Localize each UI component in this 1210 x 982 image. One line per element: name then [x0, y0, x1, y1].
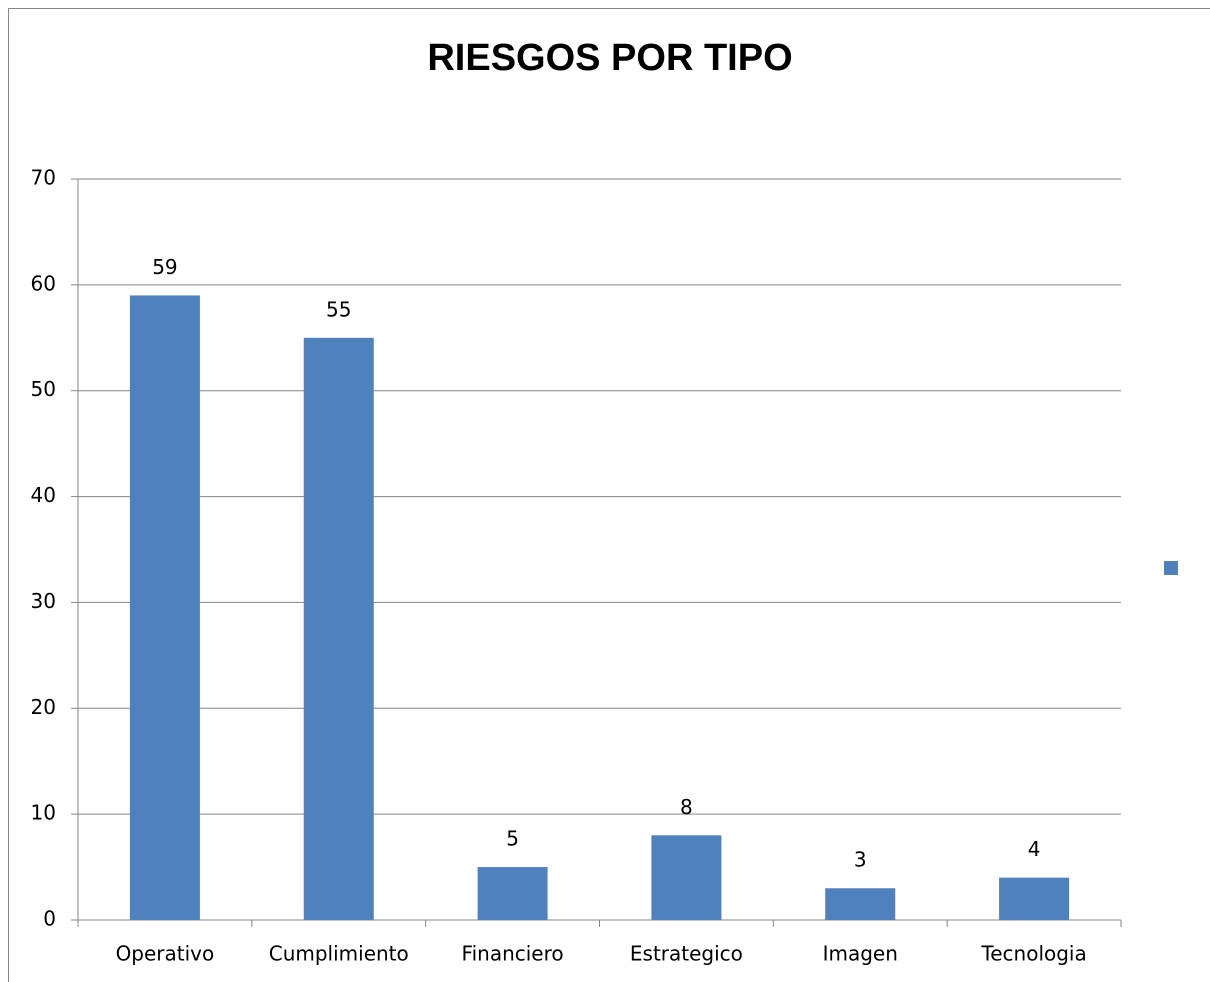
data-label: 3 [854, 848, 867, 872]
y-tick-label: 70 [31, 166, 56, 190]
bar [825, 888, 896, 920]
data-label: 4 [1028, 837, 1041, 861]
x-tick-label: Operativo [116, 942, 215, 966]
bar [477, 867, 548, 920]
chart-title: RIESGOS POR TIPO [427, 37, 792, 79]
bar [651, 835, 722, 920]
x-tick-label: Estrategico [630, 942, 743, 966]
data-label: 59 [152, 255, 177, 279]
y-tick-label: 0 [43, 907, 56, 931]
y-tick-label: 30 [31, 589, 56, 613]
x-tick-label: Financiero [462, 942, 564, 966]
data-label: 5 [506, 827, 519, 851]
x-tick-label: Tecnologia [980, 942, 1086, 966]
chart-border [8, 8, 1210, 982]
x-tick-label: Imagen [823, 942, 898, 966]
y-tick-label: 50 [31, 377, 56, 401]
bar [999, 877, 1070, 920]
data-label: 8 [680, 795, 693, 819]
data-label: 55 [326, 297, 351, 321]
x-tick-label: Cumplimiento [269, 942, 409, 966]
bar [303, 337, 374, 920]
y-tick-label: 20 [31, 695, 56, 719]
legend-marker [1164, 561, 1178, 575]
y-tick-label: 10 [31, 801, 56, 825]
y-tick-label: 40 [31, 483, 56, 507]
y-tick-label: 60 [31, 271, 56, 295]
bar [129, 295, 200, 920]
